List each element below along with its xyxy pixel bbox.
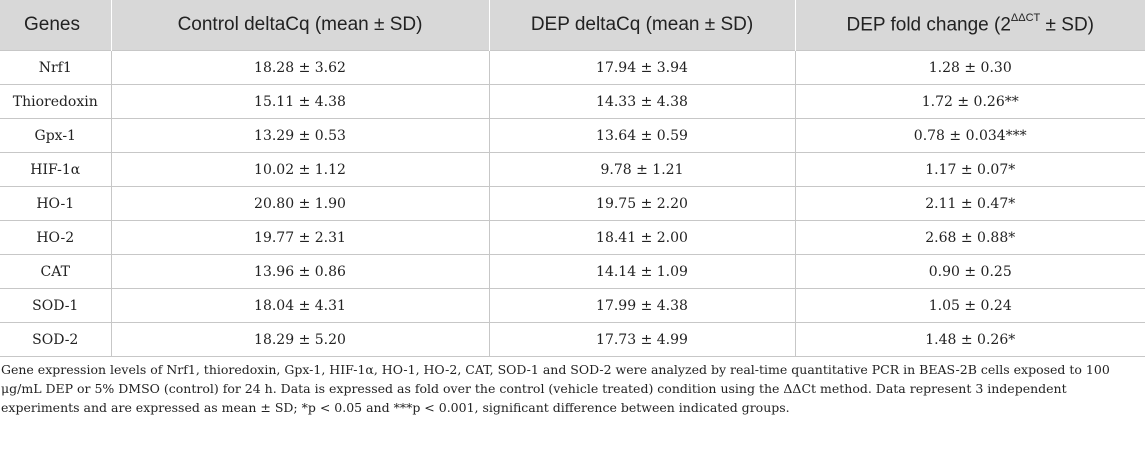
cell-fold-change: 0.78 ± 0.034*** xyxy=(795,118,1145,153)
cell-control: 18.29 ± 5.20 xyxy=(111,322,490,357)
table-row: Gpx-1 13.29 ± 0.53 13.64 ± 0.59 0.78 ± 0.03… xyxy=(0,118,1145,153)
table-row: HIF-1α 10.02 ± 1.12 9.78 ± 1.21 1.17 ± 0.07… xyxy=(0,152,1145,187)
cell-gene: Nrf1 xyxy=(0,50,112,85)
cell-gene: Thioredoxin xyxy=(0,84,112,119)
table-row: SOD-1 18.04 ± 4.31 17.99 ± 4.38 1.05 ± 0.24 xyxy=(0,288,1145,323)
cell-control: 18.28 ± 3.62 xyxy=(111,50,490,85)
cell-control: 13.96 ± 0.86 xyxy=(111,254,490,289)
table-figure: Genes Control deltaCq (mean ± SD) DEP de… xyxy=(0,0,1145,415)
cell-fold-change: 2.68 ± 0.88* xyxy=(795,220,1145,255)
cell-dep: 17.99 ± 4.38 xyxy=(489,288,796,323)
cell-gene: HIF-1α xyxy=(0,152,112,187)
cell-gene: HO-1 xyxy=(0,186,112,221)
cell-fold-change: 1.72 ± 0.26** xyxy=(795,84,1145,119)
table-row: Nrf1 18.28 ± 3.62 17.94 ± 3.94 1.28 ± 0.30 xyxy=(0,50,1145,85)
table-caption: Gene expression levels of Nrf1, thioredo… xyxy=(1,362,1110,415)
cell-dep: 19.75 ± 2.20 xyxy=(489,186,796,221)
header-row: Genes Control deltaCq (mean ± SD) DEP de… xyxy=(0,0,1145,51)
cell-fold-change: 1.17 ± 0.07* xyxy=(795,152,1145,187)
cell-gene: SOD-1 xyxy=(0,288,112,323)
header-fold-superscript: ΔΔCT xyxy=(1010,11,1041,24)
cell-dep: 17.73 ± 4.99 xyxy=(489,322,796,357)
cell-dep: 18.41 ± 2.00 xyxy=(489,220,796,255)
table-row: HO-2 19.77 ± 2.31 18.41 ± 2.00 2.68 ± 0.88* xyxy=(0,220,1145,255)
table-row: Thioredoxin 15.11 ± 4.38 14.33 ± 4.38 1.72 … xyxy=(0,84,1145,119)
cell-control: 10.02 ± 1.12 xyxy=(111,152,490,187)
table-header: Genes Control deltaCq (mean ± SD) DEP de… xyxy=(0,0,1145,51)
gene-expression-table: Genes Control deltaCq (mean ± SD) DEP de… xyxy=(0,0,1145,357)
cell-control: 20.80 ± 1.90 xyxy=(111,186,490,221)
cell-fold-change: 1.28 ± 0.30 xyxy=(795,50,1145,85)
table-row: HO-1 20.80 ± 1.90 19.75 ± 2.20 2.11 ± 0.47* xyxy=(0,186,1145,221)
table-body: Nrf1 18.28 ± 3.62 17.94 ± 3.94 1.28 ± 0.30 T… xyxy=(0,50,1145,357)
cell-control: 13.29 ± 0.53 xyxy=(111,118,490,153)
cell-fold-change: 0.90 ± 0.25 xyxy=(795,254,1145,289)
cell-fold-change: 1.05 ± 0.24 xyxy=(795,288,1145,323)
cell-gene: Gpx-1 xyxy=(0,118,112,153)
cell-dep: 14.14 ± 1.09 xyxy=(489,254,796,289)
cell-dep: 17.94 ± 3.94 xyxy=(489,50,796,85)
cell-dep: 14.33 ± 4.38 xyxy=(489,84,796,119)
cell-fold-change: 1.48 ± 0.26* xyxy=(795,322,1145,357)
cell-control: 19.77 ± 2.31 xyxy=(111,220,490,255)
cell-fold-change: 2.11 ± 0.47* xyxy=(795,186,1145,221)
cell-gene: HO-2 xyxy=(0,220,112,255)
cell-control: 18.04 ± 4.31 xyxy=(111,288,490,323)
header-dep: DEP deltaCq (mean ± SD) xyxy=(489,0,796,51)
header-fold-suffix: ± SD) xyxy=(1040,14,1094,36)
cell-dep: 9.78 ± 1.21 xyxy=(489,152,796,187)
cell-gene: CAT xyxy=(0,254,112,289)
header-fold-change: DEP fold change (2ΔΔCT ± SD) xyxy=(795,0,1145,51)
header-control: Control deltaCq (mean ± SD) xyxy=(111,0,490,51)
cell-dep: 13.64 ± 0.59 xyxy=(489,118,796,153)
header-genes: Genes xyxy=(0,0,112,51)
cell-control: 15.11 ± 4.38 xyxy=(111,84,490,119)
table-row: SOD-2 18.29 ± 5.20 17.73 ± 4.99 1.48 ± 0.26… xyxy=(0,322,1145,357)
cell-gene: SOD-2 xyxy=(0,322,112,357)
header-fold-prefix: DEP fold change (2 xyxy=(846,14,1011,36)
table-row: CAT 13.96 ± 0.86 14.14 ± 1.09 0.90 ± 0.25 xyxy=(0,254,1145,289)
